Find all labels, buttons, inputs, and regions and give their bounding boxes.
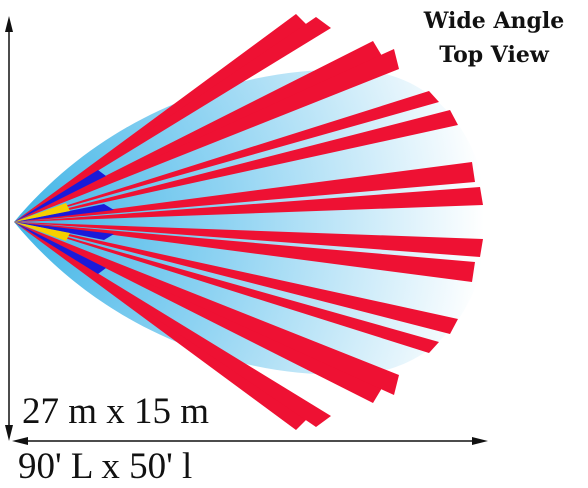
red-beam	[14, 222, 307, 430]
red-beam	[14, 222, 475, 282]
yellow-beam	[14, 222, 70, 241]
red-beam	[14, 222, 382, 403]
horizontal-axis-arrow-icon	[12, 437, 488, 445]
red-beam	[14, 222, 483, 257]
vertical-axis-arrow-icon	[5, 16, 13, 441]
red-beam	[14, 162, 475, 222]
red-beam	[14, 41, 382, 222]
red-beam	[14, 14, 307, 222]
blue-beam	[14, 204, 114, 222]
blue-beam	[14, 170, 106, 222]
red-beam	[14, 110, 458, 222]
imperial-dimensions: 90' L x 50' l	[18, 446, 193, 487]
blue-beam	[14, 222, 114, 240]
yellow-beam	[14, 203, 70, 222]
red-beam	[14, 222, 458, 334]
diagram-title: Wide Angle Top View	[414, 4, 574, 72]
red-beam	[14, 222, 399, 395]
red-beam	[14, 91, 439, 222]
red-beam	[14, 222, 331, 427]
detection-beams	[14, 14, 483, 430]
red-beam	[14, 17, 331, 222]
metric-dimensions: 27 m x 15 m	[22, 391, 210, 432]
blue-beam	[14, 222, 106, 274]
red-beam	[14, 222, 439, 353]
title-line-1: Wide Angle	[423, 8, 565, 34]
title-line-2: Top View	[439, 42, 549, 68]
red-beam	[14, 187, 483, 222]
red-beam	[14, 49, 399, 222]
